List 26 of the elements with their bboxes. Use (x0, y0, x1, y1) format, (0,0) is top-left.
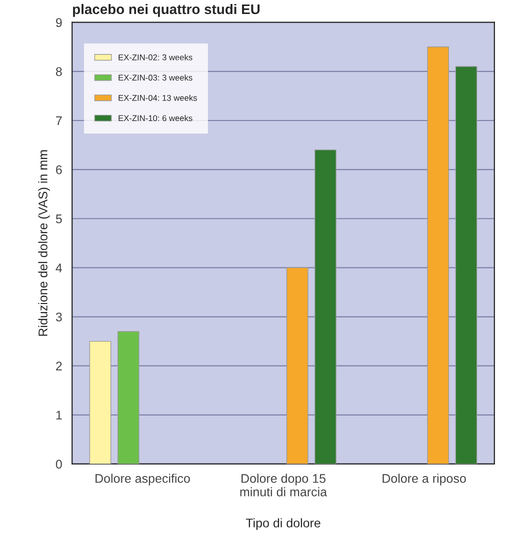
x-tick-label: Dolore dopo 15 minuti di marcia (240, 474, 328, 496)
y-tick-label: 2 (56, 362, 62, 370)
x-axis-title: Tipo di dolore (246, 518, 320, 530)
y-axis-title: Riduzione del dolore (VAS) in mm (38, 150, 50, 336)
y-tick-label: 4 (56, 264, 62, 272)
legend-label: EX-ZIN-04: 13 weeks (118, 94, 197, 101)
y-tick-label: 5 (56, 214, 62, 224)
bar (89, 340, 112, 464)
chart-title: placebo nei quattro studi EU (73, 4, 260, 17)
bar (314, 150, 336, 464)
y-tick-label: 3 (56, 312, 62, 322)
bar (427, 46, 449, 464)
bar (286, 267, 308, 464)
bar (455, 66, 478, 464)
x-tick-label: Dolore aspecifico (96, 474, 190, 486)
legend-label: EX-ZIN-02: 3 weeks (118, 54, 192, 60)
y-tick-label: 9 (56, 18, 62, 28)
legend-label: EX-ZIN-03: 3 weeks (118, 74, 192, 81)
x-tick-label: Dolore a riposo (382, 474, 466, 486)
y-tick-label: 1 (56, 410, 62, 420)
bar (118, 331, 140, 464)
y-tick-label: 8 (56, 67, 62, 76)
y-tick-label: 0 (56, 460, 62, 469)
y-tick-label: 7 (56, 116, 62, 126)
legend-label: EX-ZIN-10: 6 weeks (118, 114, 192, 122)
y-tick-label: 6 (56, 165, 62, 174)
